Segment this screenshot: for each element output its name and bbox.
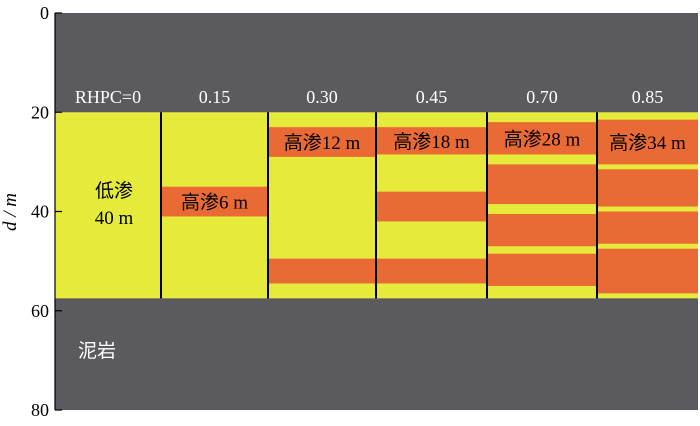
rhpc-label: 0.45 [416,87,448,107]
high-perm-layer [597,211,698,244]
y-axis-label: d / m [0,193,21,231]
high-perm-layer [597,119,698,165]
high-perm-layer [376,191,487,222]
mudstone-label: 泥岩 [78,340,116,362]
y-axis: 0 20 40 60 80 [31,3,62,420]
columns: RHPC=0 低渗 40 m 0.15 高渗6 m 0.30 高渗12 m 0.45 高渗18 … [55,87,698,299]
y-tick-label: 0 [40,3,49,23]
column-rhpc-0-85: 0.85 高渗34 m [597,87,698,299]
column-rhpc-0-30: 0.30 高渗12 m [268,87,376,299]
high-perm-layer [376,127,487,155]
rhpc-label: 0.70 [526,87,558,107]
annotation: 高渗28 m [504,128,581,150]
y-tick-label: 40 [31,202,49,222]
high-perm-layer [161,186,268,217]
y-tick-label: 80 [31,400,49,420]
high-perm-layer [487,122,597,155]
high-perm-layer [487,213,597,247]
y-tick-label: 20 [31,102,49,122]
rhpc-label: 0.85 [632,87,664,107]
annotation-line-2: 40 m [95,208,134,229]
column-rhpc-0-70: 0.70 高渗28 m [487,87,597,299]
rhpc-label: RHPC=0 [75,87,141,107]
column-rhpc-0-15: 0.15 高渗6 m [161,87,268,299]
high-perm-layer [597,169,698,207]
high-perm-layer [487,164,597,205]
rhpc-label: 0.30 [306,87,338,107]
annotation: 高渗34 m [609,132,686,154]
low-perm-sand [55,112,161,299]
y-tick-label: 60 [31,301,49,321]
rhpc-label: 0.15 [199,87,231,107]
high-perm-layer [268,127,376,157]
annotation: 高渗18 m [393,131,470,153]
column-rhpc-0: RHPC=0 低渗 40 m [55,87,161,299]
high-perm-layer [597,248,698,294]
high-perm-layer [487,253,597,286]
column-rhpc-0-45: 0.45 高渗18 m [376,87,487,299]
annotation: 高渗12 m [284,132,361,154]
high-perm-layer [376,258,487,284]
annotation: 高渗6 m [181,192,248,214]
annotation-line-1: 低渗 [95,180,133,202]
high-perm-layer [268,258,376,284]
